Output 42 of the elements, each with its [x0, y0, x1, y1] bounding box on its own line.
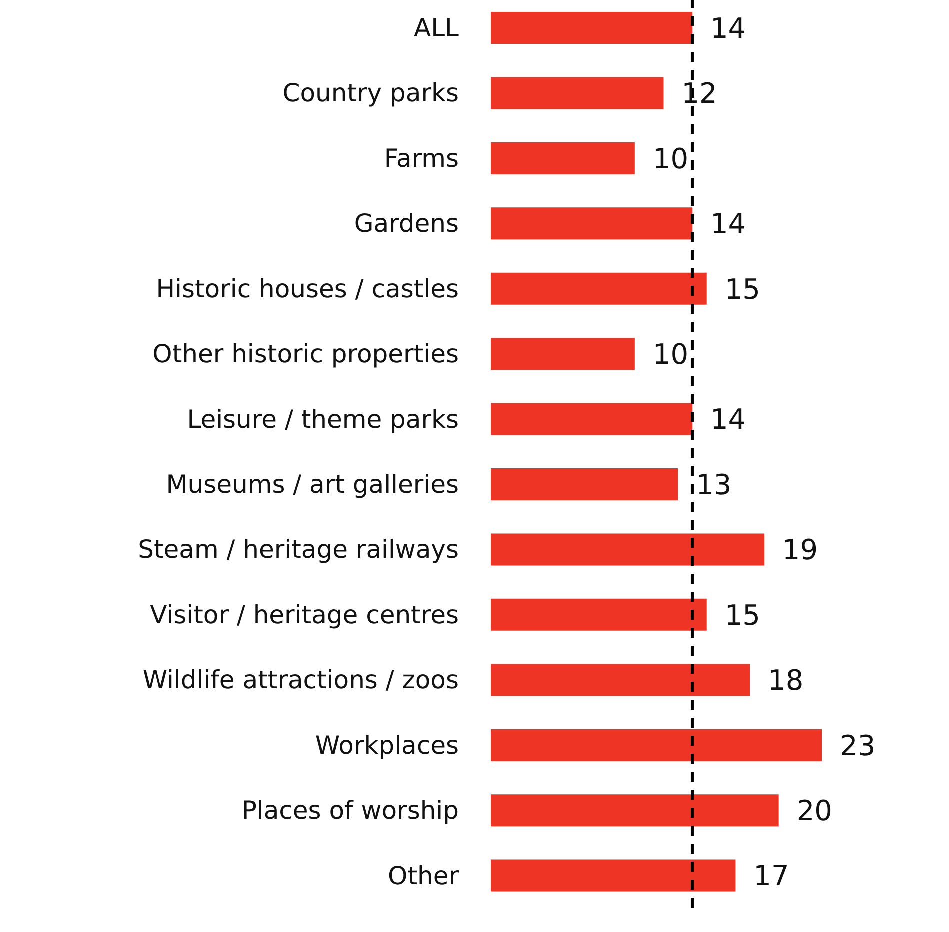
- bar: [491, 729, 822, 762]
- bar: [491, 142, 635, 174]
- y-tick-label: Country parks: [282, 78, 459, 108]
- bar: [491, 468, 678, 500]
- y-tick-label: Leisure / theme parks: [187, 404, 459, 434]
- bar: [491, 534, 764, 566]
- bar: [491, 794, 779, 827]
- data-label: 13: [696, 468, 732, 502]
- bar: [491, 272, 707, 305]
- data-label: 17: [754, 860, 790, 893]
- bar: [491, 77, 664, 110]
- data-label: 15: [724, 272, 761, 306]
- data-label: 14: [710, 403, 746, 436]
- data-label: 18: [768, 664, 804, 698]
- bar: [491, 208, 692, 240]
- bar: [491, 403, 692, 436]
- data-label: 14: [710, 208, 746, 241]
- y-tick-label: Farms: [384, 144, 459, 173]
- y-tick-label: Workplaces: [315, 730, 459, 760]
- y-tick-label: Museums / art galleries: [166, 470, 459, 499]
- data-label: 20: [796, 794, 832, 828]
- data-label: 10: [652, 142, 689, 176]
- data-label: 15: [724, 598, 761, 632]
- y-tick-label: Other: [388, 861, 460, 890]
- bar: [491, 860, 736, 892]
- bar: [491, 12, 692, 44]
- y-tick-label: Gardens: [354, 209, 459, 238]
- data-label: 10: [652, 338, 689, 372]
- data-label: 19: [782, 534, 818, 567]
- y-tick-label: Other historic properties: [152, 340, 459, 369]
- bar: [491, 664, 750, 696]
- data-label: 23: [840, 729, 876, 762]
- y-tick-label: Visitor / heritage centres: [150, 600, 459, 630]
- y-tick-label: Wildlife attractions / zoos: [142, 666, 459, 695]
- data-label: 14: [710, 12, 746, 45]
- data-label: 12: [682, 77, 718, 110]
- y-tick-label: Historic houses / castles: [156, 274, 459, 304]
- bar: [491, 338, 635, 370]
- bar: [491, 598, 707, 631]
- y-tick-label: Steam / heritage railways: [138, 535, 459, 564]
- y-tick-label: ALL: [414, 13, 460, 42]
- y-tick-label: Places of worship: [242, 796, 459, 826]
